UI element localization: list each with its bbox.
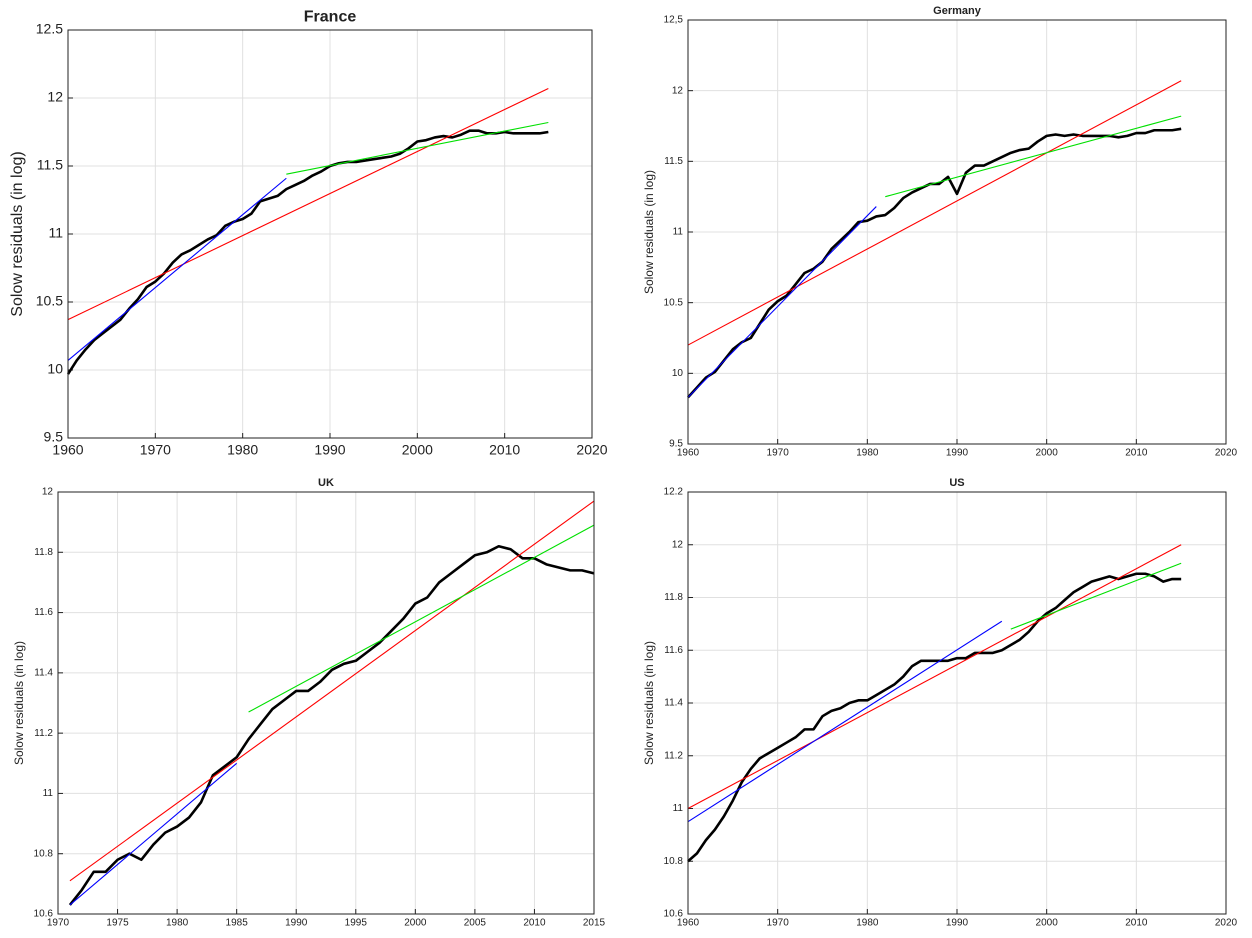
y-tick-label: 9.5 [44, 429, 64, 445]
plot-frame [57, 491, 595, 915]
y-tick-label: 10 [47, 361, 63, 377]
x-tick-label: 2020 [1215, 448, 1238, 459]
x-tick-label: 1990 [314, 441, 345, 457]
y-tick-label: 10.5 [664, 297, 684, 308]
x-tick-label: 1990 [946, 448, 969, 459]
series-line [687, 80, 1182, 346]
series-line [69, 500, 595, 882]
series-line [687, 620, 1003, 823]
y-tick-label: 10.5 [36, 293, 63, 309]
x-tick-label: 1980 [166, 918, 189, 929]
chart-title: UK [318, 477, 334, 489]
y-tick-label: 12.2 [664, 487, 684, 498]
series-line [687, 544, 1182, 809]
subplot: 1960 1970 1980 1990 2000 2010 2020 10.6 10.8 11 11… [642, 477, 1237, 929]
series-line [66, 129, 549, 375]
x-tick-label: 2010 [489, 441, 520, 457]
x-tick-label: 2010 [1125, 448, 1148, 459]
y-tick-label: 11.5 [37, 157, 63, 173]
series-line [248, 524, 595, 713]
y-tick-label: 10.8 [664, 856, 684, 867]
y-tick-label: 12 [672, 85, 684, 96]
series-line [1010, 562, 1182, 630]
chart-title: Germany [933, 5, 982, 17]
subplot: 1960 1970 1980 1990 2000 2010 2020 9.5 10 10.5 11 1… [642, 5, 1237, 459]
series-line [67, 177, 287, 361]
x-tick-label: 1990 [285, 918, 308, 929]
y-tick-label: 10.6 [34, 909, 54, 920]
y-tick-label: 12.5 [36, 21, 63, 37]
x-tick-label: 2015 [583, 918, 606, 929]
x-tick-label: 1980 [856, 918, 879, 929]
x-tick-label: 1970 [767, 918, 790, 929]
x-tick-label: 1975 [106, 918, 129, 929]
x-tick-label: 1970 [47, 918, 70, 929]
y-axis-label: Solow residuals (in log) [642, 170, 656, 294]
series-line [687, 127, 1182, 399]
subplot: 1970 1975 1980 1985 1990 1995 2000 2005 2010 2015… [12, 477, 605, 929]
x-tick-label: 2000 [404, 918, 427, 929]
x-tick-label: 2000 [1036, 918, 1059, 929]
y-tick-label: 11.4 [664, 698, 683, 709]
y-tick-label: 10.8 [34, 848, 54, 859]
y-tick-label: 11.5 [664, 156, 683, 167]
y-tick-label: 11.8 [34, 547, 53, 558]
y-tick-label: 11.8 [664, 592, 683, 603]
y-tick-label: 11 [43, 788, 54, 799]
y-axis-label: Solow residuals (in log) [9, 151, 26, 316]
plot-frame [67, 29, 593, 439]
series-line [687, 572, 1182, 863]
y-tick-label: 11.2 [664, 750, 683, 761]
y-tick-label: 11 [48, 225, 63, 241]
y-tick-label: 11.6 [664, 645, 683, 656]
x-tick-label: 1985 [226, 918, 249, 929]
y-tick-label: 12 [42, 487, 54, 498]
chart-title: France [304, 8, 357, 25]
y-tick-label: 11 [673, 227, 684, 238]
series-line [885, 115, 1182, 198]
x-tick-label: 1970 [140, 441, 171, 457]
x-tick-label: 1990 [946, 918, 969, 929]
series-line [69, 762, 238, 906]
x-tick-label: 2000 [402, 441, 433, 457]
x-tick-label: 1960 [52, 441, 83, 457]
plot-frame [687, 491, 1227, 915]
x-tick-label: 2010 [1125, 918, 1148, 929]
series-line [67, 87, 549, 321]
y-axis-label: Solow residuals (in log) [642, 641, 656, 765]
x-tick-label: 1970 [767, 448, 790, 459]
x-tick-label: 2005 [464, 918, 487, 929]
x-tick-label: 2010 [523, 918, 546, 929]
x-tick-label: 1960 [677, 918, 700, 929]
y-tick-label: 12 [47, 89, 63, 105]
x-tick-label: 2020 [576, 441, 607, 457]
series-line [687, 206, 877, 398]
y-tick-label: 11.2 [34, 728, 53, 739]
y-tick-label: 10 [672, 368, 684, 379]
y-axis-label: Solow residuals (in log) [12, 641, 26, 765]
y-tick-label: 11 [673, 803, 684, 814]
y-tick-label: 12 [672, 539, 684, 550]
chart-title: US [949, 477, 964, 489]
x-tick-label: 2000 [1036, 448, 1059, 459]
x-tick-label: 2020 [1215, 918, 1238, 929]
series-line [286, 121, 549, 175]
x-tick-label: 1960 [677, 448, 700, 459]
x-tick-label: 1980 [227, 441, 258, 457]
y-tick-label: 12,5 [664, 15, 684, 26]
y-tick-label: 11.6 [34, 607, 53, 618]
y-tick-label: 10.6 [664, 909, 684, 920]
plot-frame [687, 19, 1227, 445]
y-tick-label: 9.5 [669, 439, 683, 450]
series-line [68, 544, 595, 906]
y-tick-label: 11.4 [34, 667, 53, 678]
subplot: 1960 1970 1980 1990 2000 2010 2020 9.5 10 10.5 11 1… [9, 8, 608, 457]
x-tick-label: 1995 [345, 918, 368, 929]
x-tick-label: 1980 [856, 448, 879, 459]
